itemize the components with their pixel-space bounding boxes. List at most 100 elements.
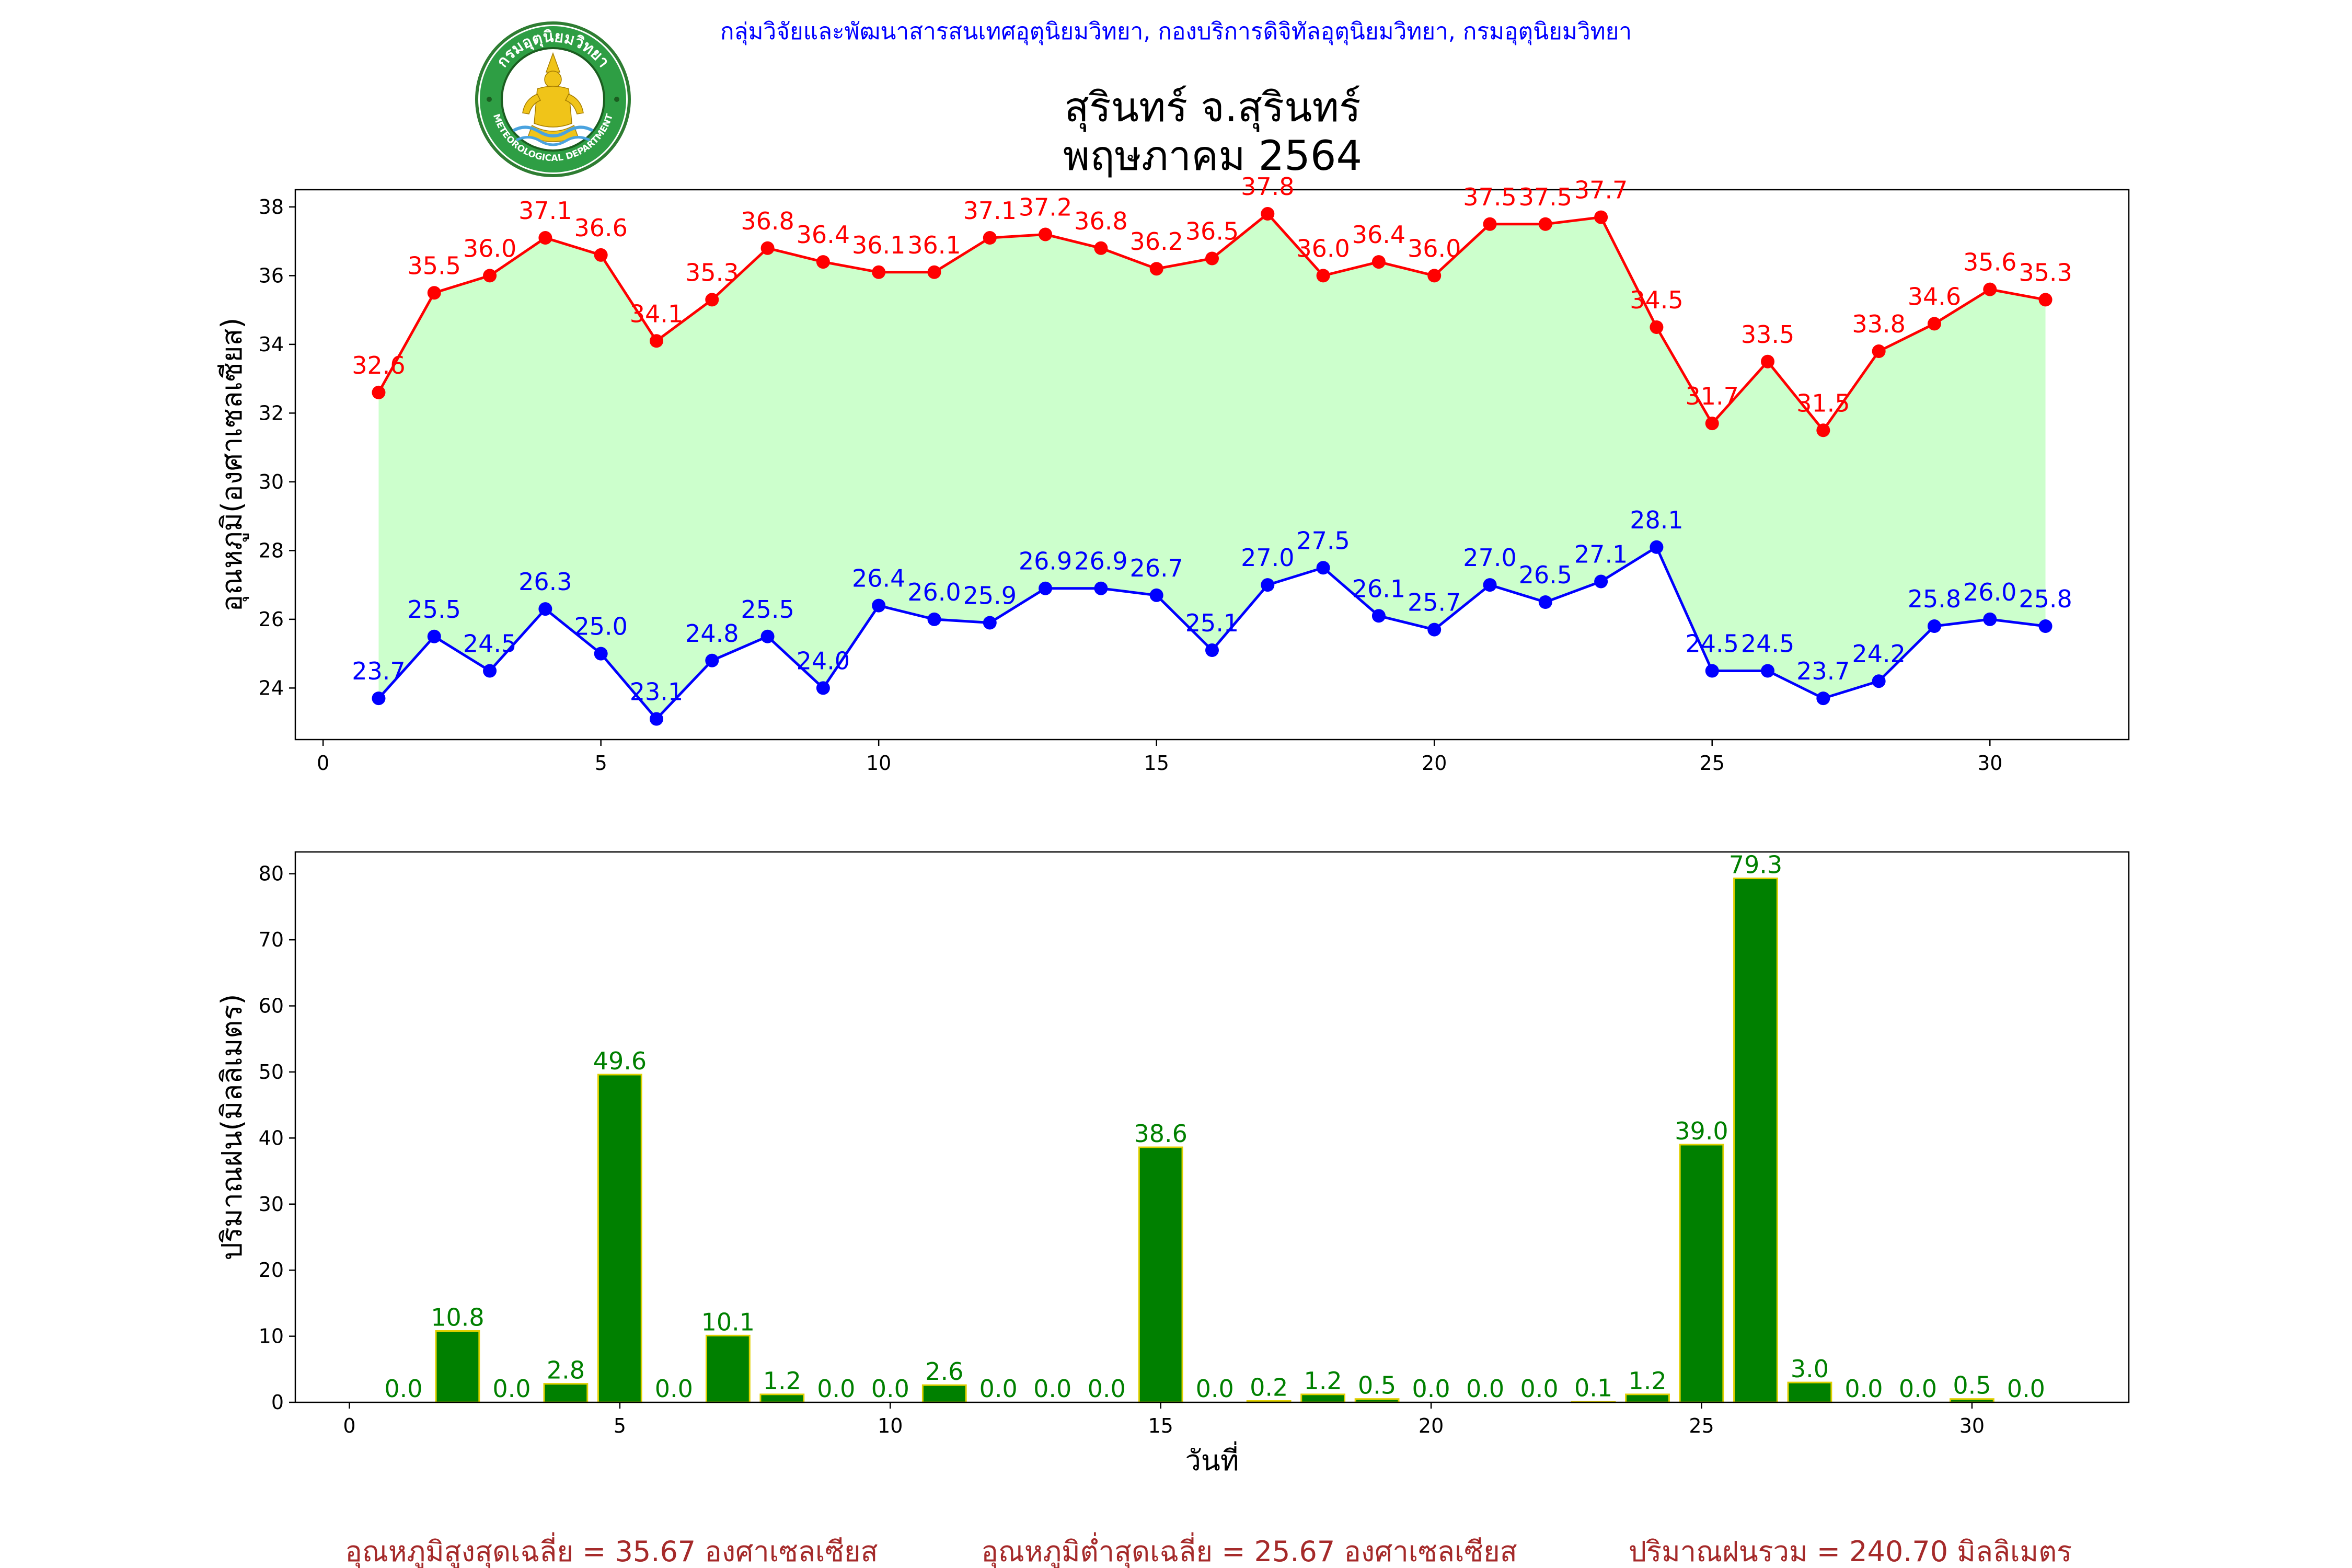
rainfall-bar	[1138, 1146, 1183, 1403]
min-temperature-point	[983, 616, 997, 630]
min-temperature-label: 26.3	[518, 568, 572, 596]
max-temperature-point	[816, 255, 830, 269]
min-temperature-label: 24.5	[1686, 630, 1739, 658]
min-temperature-label: 25.5	[408, 595, 461, 624]
temperature-y-tick-label: 30	[259, 470, 284, 493]
rainfall-value-label: 0.0	[1088, 1375, 1126, 1403]
footer-total-rain: ปริมาณฝนรวม = 240.70 มิลลิเมตร	[1629, 1535, 2072, 1568]
min-temperature-point	[872, 598, 886, 613]
rainfall-value-label: 0.0	[817, 1375, 855, 1403]
max-temperature-label: 36.0	[1408, 234, 1461, 262]
min-temperature-label: 23.1	[630, 678, 683, 706]
rainfall-value-label: 0.0	[1466, 1375, 1504, 1403]
rainfall-bar	[1300, 1393, 1346, 1403]
rainfall-x-tick-label: 25	[1689, 1414, 1714, 1437]
rainfall-x-tick-label: 0	[343, 1414, 355, 1437]
max-temperature-point	[1039, 227, 1053, 241]
max-temperature-label: 35.6	[1963, 248, 2016, 276]
rainfall-value-label: 0.0	[384, 1375, 422, 1403]
rainfall-value-label: 1.2	[763, 1367, 801, 1395]
min-temperature-point	[483, 664, 497, 678]
rainfall-y-tick-label: 30	[259, 1193, 284, 1216]
max-temperature-point	[483, 269, 497, 283]
rainfall-bar	[435, 1330, 480, 1403]
temperature-plot-frame	[294, 189, 2130, 741]
rainfall-bar	[597, 1074, 642, 1403]
temperature-x-tick-label: 25	[1700, 752, 1725, 775]
rainfall-x-tick-label: 15	[1148, 1414, 1173, 1437]
max-temperature-label: 37.1	[518, 197, 572, 225]
min-temperature-label: 26.9	[1019, 547, 1072, 575]
min-temperature-label: 28.1	[1630, 506, 1683, 534]
rainfall-value-label: 0.5	[1953, 1371, 1991, 1400]
rainfall-value-label: 0.0	[1033, 1375, 1071, 1403]
min-temperature-point	[1205, 643, 1219, 658]
max-temperature-label: 36.8	[741, 207, 794, 235]
min-temperature-point	[927, 612, 941, 626]
max-temperature-label: 31.5	[1796, 389, 1850, 417]
rainfall-value-label: 3.0	[1791, 1355, 1829, 1383]
min-temperature-point	[1483, 578, 1497, 592]
min-temperature-label: 24.0	[797, 647, 850, 675]
min-temperature-label: 23.7	[352, 657, 405, 685]
rainfall-y-tick-label: 70	[259, 928, 284, 951]
max-temperature-point	[1650, 320, 1664, 334]
max-temperature-label: 37.7	[1574, 176, 1628, 204]
temperature-x-tick-label: 20	[1422, 752, 1447, 775]
rainfall-bar	[1625, 1393, 1670, 1403]
max-temperature-point	[760, 241, 775, 255]
min-temperature-point	[1149, 588, 1163, 602]
max-temperature-point	[1927, 317, 1941, 331]
rainfall-bar	[921, 1384, 967, 1403]
min-temperature-point	[1094, 581, 1108, 595]
temperature-y-tick-label: 36	[259, 264, 284, 287]
rainfall-x-tick-label: 5	[614, 1414, 626, 1437]
min-temperature-point	[427, 629, 441, 643]
min-temperature-label: 26.0	[907, 578, 961, 606]
max-temperature-point	[1705, 417, 1719, 431]
rainfall-value-label: 1.2	[1304, 1367, 1342, 1395]
rainfall-value-label: 0.2	[1250, 1373, 1288, 1401]
max-temperature-label: 37.5	[1519, 183, 1572, 211]
max-temperature-point	[1761, 354, 1775, 368]
max-temperature-label: 36.0	[463, 234, 516, 262]
temperature-chart: 0 5 10 15 20 25 30 24 26 28 30 32 34 36 38 อุณหภูมิ(องศ…	[215, 172, 2130, 775]
temperature-x-tick-label: 5	[595, 752, 607, 775]
rainfall-value-label: 0.0	[979, 1375, 1018, 1403]
max-temperature-point	[1816, 423, 1830, 437]
min-temperature-point	[1927, 619, 1941, 633]
min-temperature-point	[2038, 619, 2053, 633]
chart-title-month: พฤษภาคม 2564	[1063, 133, 1362, 180]
min-temperature-point	[1872, 674, 1886, 688]
max-temperature-point	[538, 231, 552, 245]
rainfall-bar	[705, 1334, 751, 1403]
min-temperature-label: 25.7	[1408, 589, 1461, 617]
rainfall-bar	[759, 1393, 805, 1403]
max-temperature-label: 35.3	[685, 258, 739, 286]
rainfall-value-label: 0.0	[871, 1375, 909, 1403]
min-temperature-label: 27.1	[1574, 540, 1628, 569]
min-temperature-point	[594, 647, 608, 661]
min-temperature-point	[1538, 595, 1552, 609]
rainfall-bar	[1733, 878, 1778, 1403]
min-temperature-label: 25.8	[2019, 585, 2072, 613]
temperature-y-tick-label: 28	[259, 539, 284, 562]
min-temperature-label: 26.9	[1074, 547, 1127, 575]
rainfall-y-tick-label: 80	[259, 862, 284, 885]
min-temperature-point	[1427, 622, 1442, 637]
rainfall-y-tick-label: 0	[271, 1391, 284, 1414]
max-temperature-point	[1205, 251, 1219, 266]
max-temperature-label: 35.5	[408, 251, 461, 280]
rainfall-y-tick-label: 40	[259, 1126, 284, 1149]
rainfall-value-label: 0.0	[492, 1375, 531, 1403]
max-temperature-point	[2038, 293, 2053, 307]
min-temperature-label: 24.5	[1741, 630, 1794, 658]
rainfall-value-label: 10.8	[431, 1303, 484, 1331]
temperature-y-tick-label: 34	[259, 333, 284, 356]
min-temperature-point	[649, 712, 663, 726]
rainfall-value-label: 39.0	[1675, 1117, 1728, 1145]
min-temperature-label: 25.9	[963, 581, 1017, 609]
rainfall-y-tick-label: 20	[259, 1259, 284, 1282]
rainfall-value-label: 2.8	[547, 1356, 585, 1385]
